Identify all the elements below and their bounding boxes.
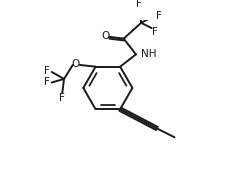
Text: F: F [44, 66, 50, 76]
Text: NH: NH [141, 48, 156, 59]
Text: O: O [101, 31, 109, 41]
Text: F: F [59, 93, 65, 103]
Text: F: F [155, 11, 161, 21]
Text: F: F [136, 0, 142, 9]
Text: F: F [44, 77, 50, 87]
Text: F: F [152, 27, 158, 38]
Text: O: O [71, 59, 79, 69]
